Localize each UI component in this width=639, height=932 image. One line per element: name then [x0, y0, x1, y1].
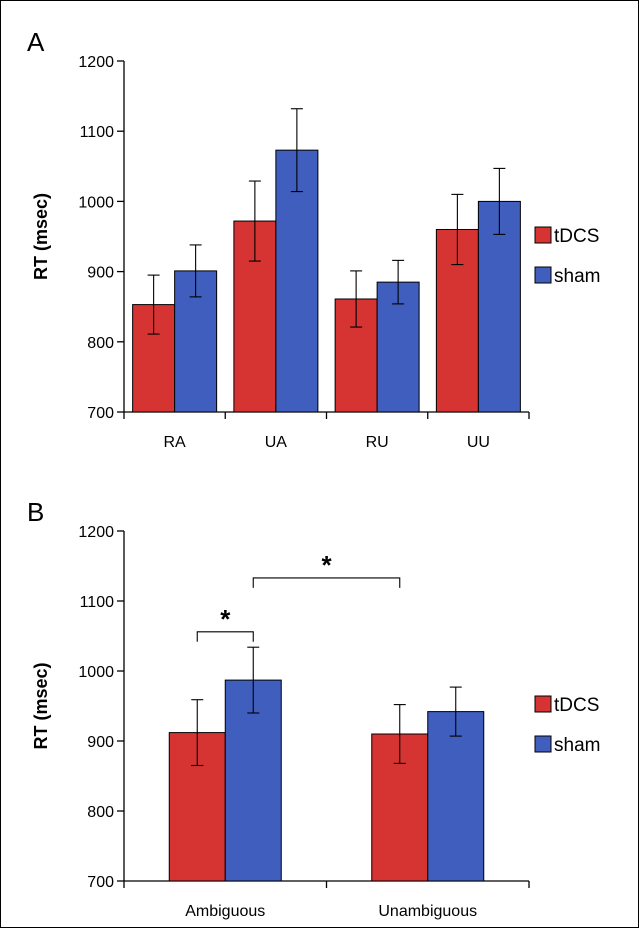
legend-swatch-tdcs	[534, 226, 552, 244]
significance-bracket	[196, 631, 254, 642]
y-tick-label: 1100	[80, 124, 115, 141]
x-tick-label: RA	[164, 434, 187, 451]
bar-sham	[427, 711, 485, 882]
bar-sham	[224, 679, 282, 882]
panel-b: B 700 800 900 1000 1100 1200 Ambiguous Unambiguo…	[27, 497, 600, 920]
legend-label: sham	[554, 735, 600, 756]
bar-sham	[275, 149, 319, 413]
panel-a: A 700 800 900 1000 1100 1200 RA UA RU UU RT (msec) t…	[27, 27, 600, 451]
x-tick-label: Ambiguous	[185, 903, 265, 920]
significance-star: *	[220, 604, 231, 634]
panel-label: B	[27, 497, 44, 527]
y-tick-label: 1000	[78, 664, 114, 681]
x-tick-label: UU	[467, 434, 490, 451]
y-tick-label: 700	[87, 405, 114, 422]
y-tick-label: 1200	[78, 54, 114, 71]
legend-swatch-tdcs	[534, 695, 552, 713]
legend-swatch-sham	[534, 266, 552, 284]
y-tick-label: 1100	[80, 594, 115, 611]
y-tick-label: 800	[87, 335, 114, 352]
x-tick-label: UA	[265, 434, 288, 451]
y-tick-label: 1000	[78, 194, 114, 211]
y-axis-title: RT (msec)	[31, 193, 51, 280]
legend-label: tDCS	[554, 695, 599, 716]
x-tick-label: RU	[366, 434, 389, 451]
legend-swatch-sham	[534, 735, 552, 753]
y-tick-label: 1200	[78, 524, 114, 541]
legend-label: sham	[554, 266, 600, 287]
significance-bracket	[252, 577, 401, 588]
x-tick-label: Unambiguous	[378, 903, 477, 920]
y-tick-label: 700	[87, 874, 114, 891]
significance-star: *	[321, 550, 332, 580]
y-tick-label: 900	[87, 265, 114, 282]
legend-label: tDCS	[554, 226, 599, 247]
y-axis-title: RT (msec)	[31, 662, 51, 749]
y-tick-label: 900	[87, 734, 114, 751]
y-tick-label: 800	[87, 804, 114, 821]
panel-label: A	[27, 27, 45, 57]
